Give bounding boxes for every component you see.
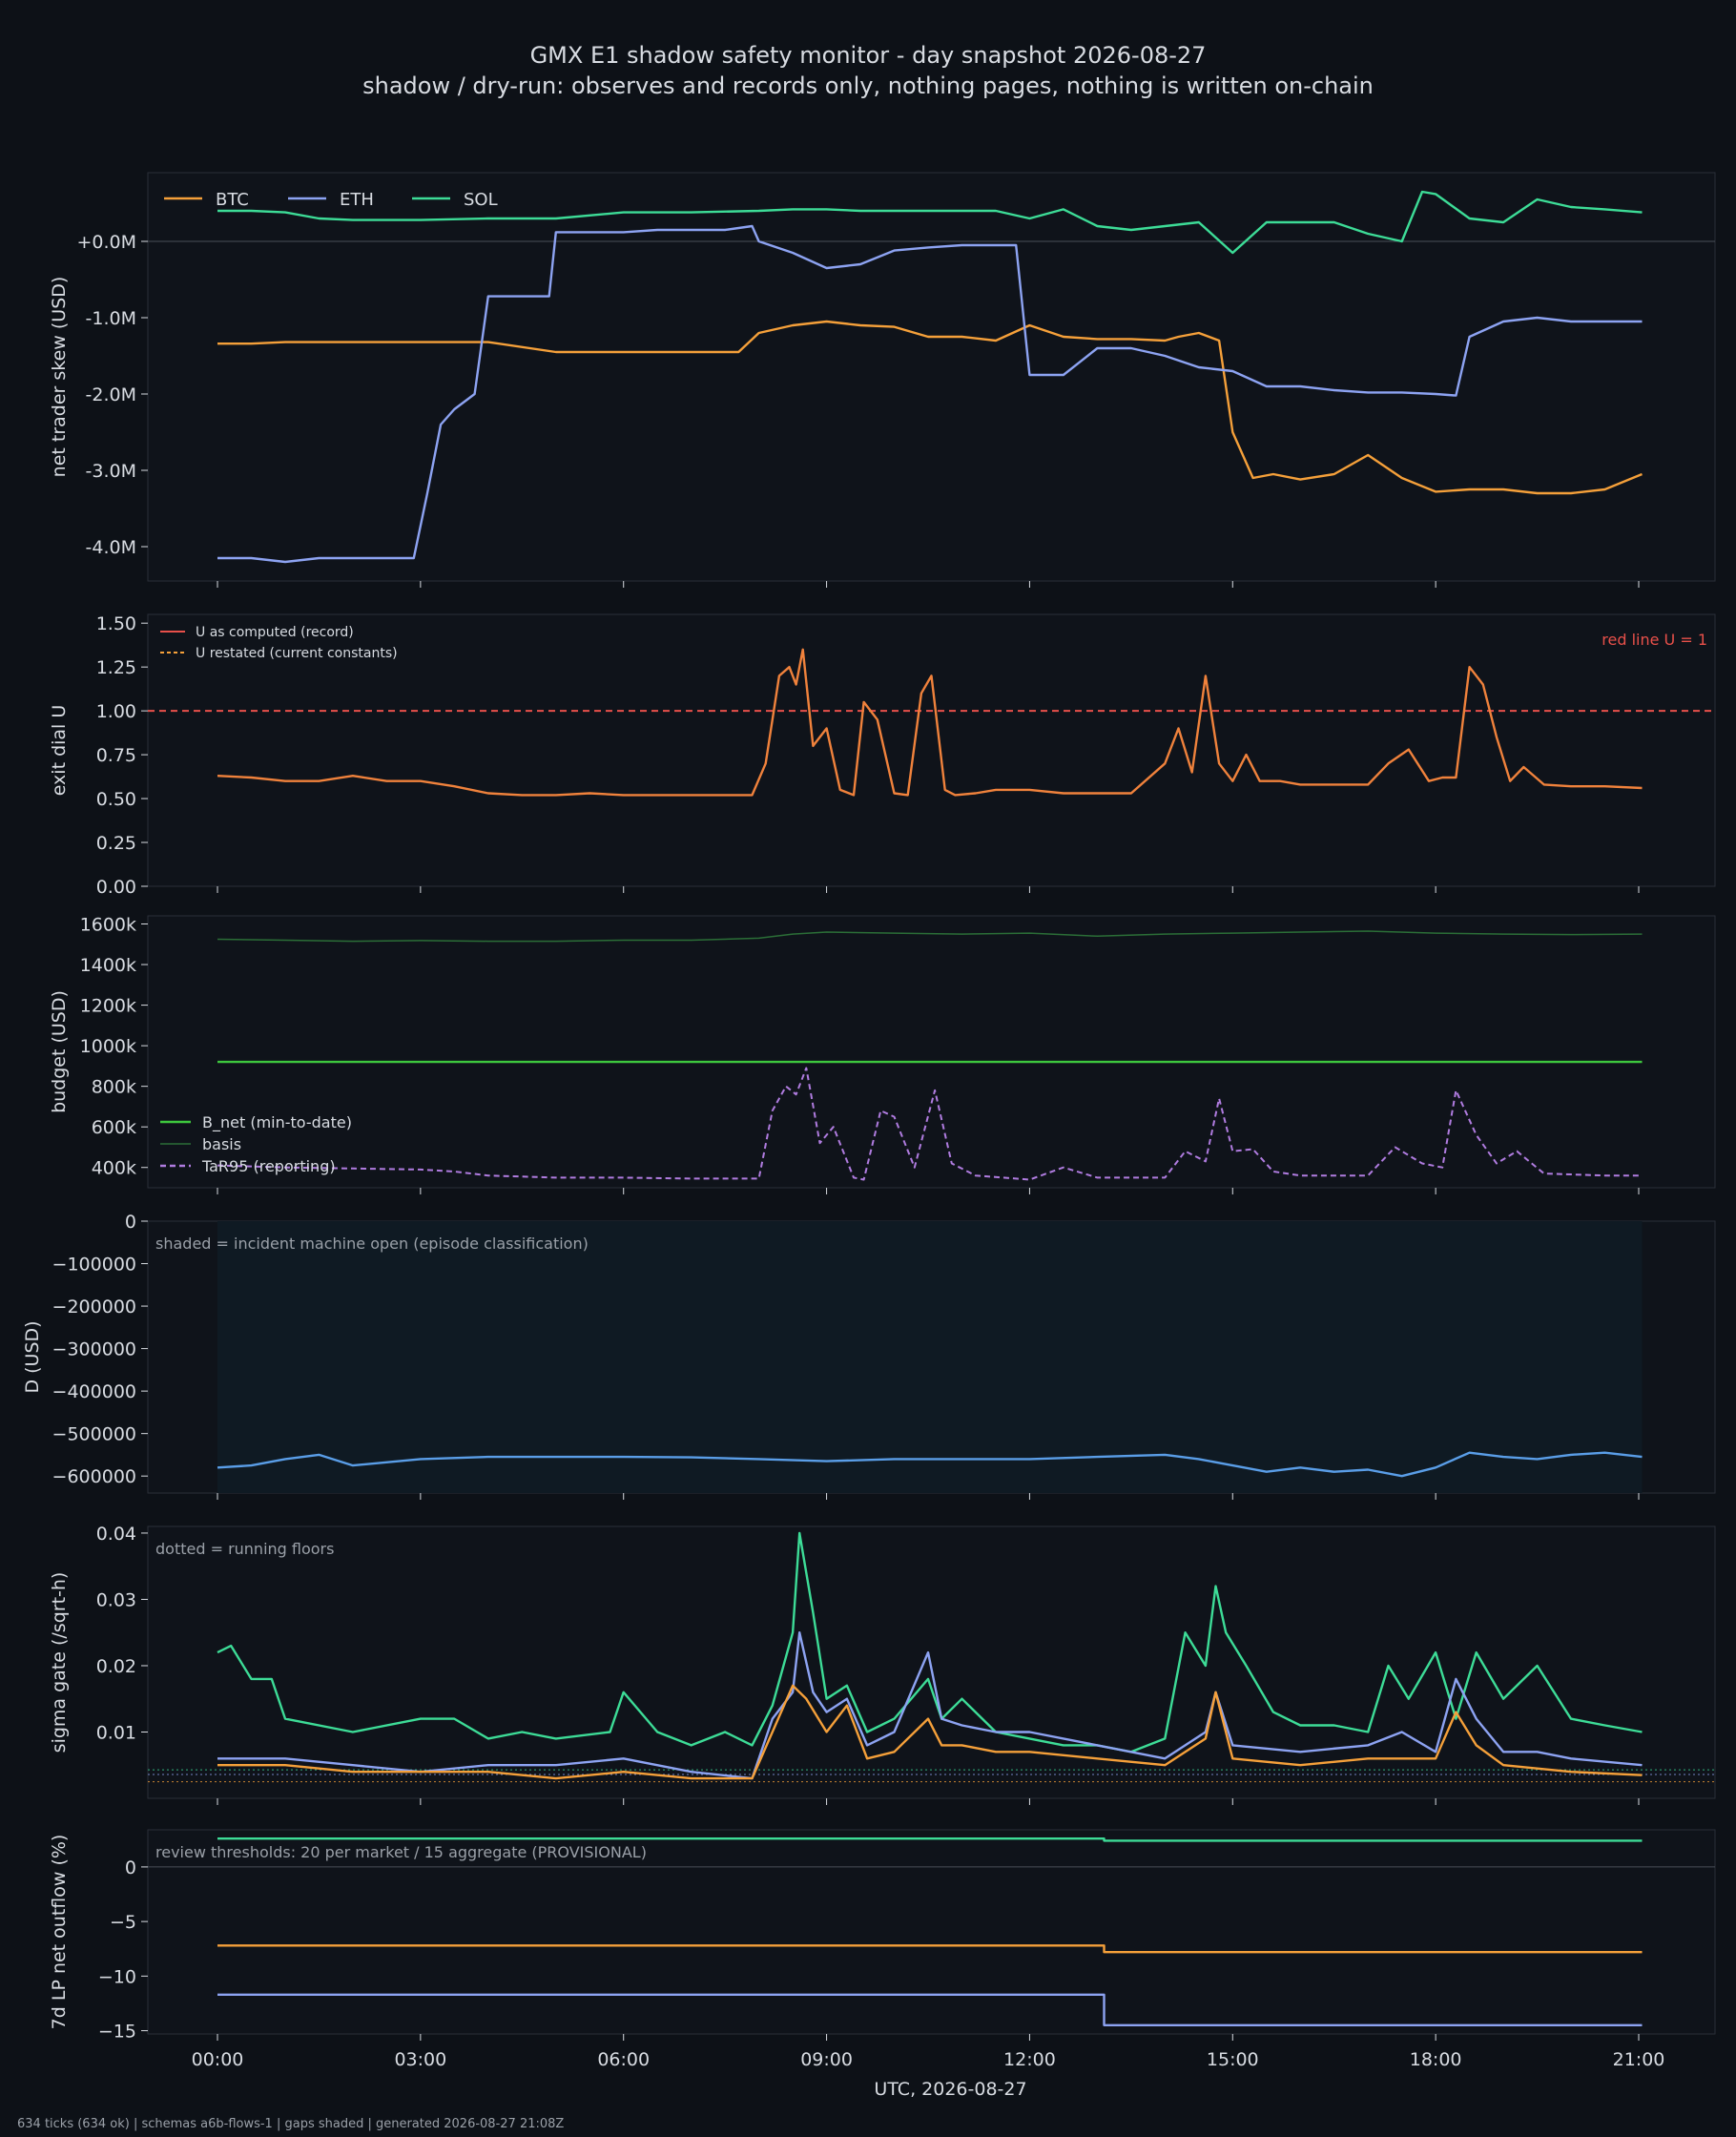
y-tick-label: 1200k [80, 996, 136, 1017]
plot-area [147, 1829, 1716, 2035]
plot-area [147, 172, 1716, 582]
y-tick-label: 1400k [80, 955, 136, 976]
chart-panel-3: 400k 600k 800k 1000k 1200k 1400k 1600k budget (… [49, 915, 1716, 1194]
figure-subtitle: shadow / dry-run: observes and records o… [362, 73, 1374, 99]
y-tick-label: −600000 [52, 1466, 136, 1487]
y-tick-label: 0.02 [96, 1656, 136, 1677]
legend-label: U as computed (record) [196, 625, 354, 640]
y-tick-label: 1.25 [96, 657, 136, 678]
legend-label: TaR95 (reporting) [201, 1157, 336, 1175]
y-axis-label: D (USD) [22, 1320, 43, 1393]
y-tick-label: −5 [110, 1912, 136, 1933]
series-line-btc [217, 1684, 1643, 1780]
plot-area [147, 1525, 1716, 1799]
legend-label: ETH [340, 190, 374, 210]
y-tick-label: 1000k [80, 1036, 136, 1057]
x-tick-label: 21:00 [1613, 2049, 1665, 2070]
series-line-eth [217, 1630, 1643, 1780]
y-tick-label: −15 [98, 2022, 136, 2043]
x-tick-label: 12:00 [1003, 2049, 1056, 2070]
series-line-tar95-reporting- [217, 1067, 1643, 1181]
legend-label: SOL [464, 190, 498, 210]
y-tick-label: 400k [92, 1158, 136, 1179]
x-tick-label: 18:00 [1410, 2049, 1462, 2070]
x-tick-label: 09:00 [800, 2049, 853, 2070]
y-tick-label: 1600k [80, 915, 136, 936]
figure-title: GMX E1 shadow safety monitor - day snaps… [530, 42, 1207, 69]
series-line-btc [217, 1944, 1643, 1954]
x-axis-label: UTC, 2026-08-27 [874, 2079, 1026, 2100]
y-tick-label: 1.50 [96, 613, 136, 634]
legend-label: basis [202, 1135, 241, 1153]
y-tick-label: 0 [125, 1857, 136, 1878]
chart-panel-2: 0.00 0.25 0.50 0.75 1.00 1.25 1.50 exit dial U r… [49, 613, 1716, 898]
series-line-sol [217, 190, 1643, 255]
panel-annotation: dotted = running floors [155, 1540, 334, 1558]
y-tick-label: 0.50 [96, 789, 136, 810]
y-tick-label: 0.01 [96, 1722, 136, 1743]
series-line-sol [217, 1836, 1643, 1842]
y-tick-label: -3.0M [86, 461, 136, 482]
panel-annotation: shaded = incident machine open (episode … [155, 1234, 589, 1253]
chart-panel-1: +0.0M -1.0M -2.0M -3.0M -4.0M net trader skew… [49, 172, 1716, 588]
footer-status: 634 ticks (634 ok) | schemas a6b-flows-1… [17, 2117, 564, 2131]
y-tick-label: 0.03 [96, 1589, 136, 1610]
x-tick-label: 06:00 [597, 2049, 650, 2070]
incident-shade [217, 1221, 1643, 1493]
chart-panel-5: 0.01 0.02 0.03 0.04 sigma gate (/sqrt-h) dott… [49, 1524, 1716, 1805]
red-line-label: red line U = 1 [1602, 631, 1707, 649]
y-tick-label: -4.0M [86, 537, 136, 558]
plot-area [147, 613, 1716, 887]
y-axis-label: exit dial U [49, 705, 70, 797]
y-tick-label: +0.0M [76, 232, 136, 253]
y-tick-label: −300000 [52, 1339, 136, 1360]
legend-label: U restated (current constants) [196, 646, 398, 661]
y-axis-label: 7d LP net outflow (%) [49, 1835, 70, 2030]
legend-label: B_net (min-to-date) [202, 1113, 352, 1132]
y-tick-label: 0.75 [96, 745, 136, 766]
y-tick-label: 0.04 [96, 1524, 136, 1545]
chart-panel-6: 0 −5 −10 −15 7d LP net outflow (%) review thr… [49, 1829, 1716, 2100]
y-axis-label: net trader skew (USD) [49, 277, 70, 478]
y-tick-label: 1.00 [96, 701, 136, 722]
y-tick-label: -2.0M [86, 384, 136, 405]
y-tick-label: 800k [92, 1077, 136, 1098]
y-tick-label: -1.0M [86, 308, 136, 329]
y-tick-label: 600k [92, 1117, 136, 1138]
y-axis-label: budget (USD) [49, 990, 70, 1113]
series-line-basis [217, 930, 1643, 943]
series-line-btc [217, 320, 1643, 495]
y-axis-label: sigma gate (/sqrt-h) [49, 1572, 70, 1753]
y-tick-label: 0.00 [96, 877, 136, 898]
x-tick-label: 15:00 [1207, 2049, 1259, 2070]
series-line-eth [217, 1993, 1643, 2027]
plot-area [147, 915, 1716, 1189]
panel-annotation: review thresholds: 20 per market / 15 ag… [155, 1843, 647, 1861]
series-line-d [217, 1451, 1643, 1478]
y-tick-label: 0 [125, 1212, 136, 1233]
series-line-u [217, 648, 1643, 797]
y-tick-label: −200000 [52, 1297, 136, 1317]
y-tick-label: −100000 [52, 1255, 136, 1276]
y-tick-label: −400000 [52, 1381, 136, 1402]
y-tick-label: −500000 [52, 1424, 136, 1445]
legend-label: BTC [216, 190, 249, 210]
y-tick-label: −10 [98, 1966, 136, 1987]
y-tick-label: 0.25 [96, 833, 136, 854]
panels: +0.0M -1.0M -2.0M -3.0M -4.0M net trader skew… [22, 172, 1716, 2100]
x-tick-label: 03:00 [394, 2049, 446, 2070]
series-line-eth [217, 224, 1643, 564]
x-tick-label: 00:00 [192, 2049, 244, 2070]
chart-panel-4: 0 −100000 −200000 −300000 −400000 −500000 −600… [22, 1212, 1716, 1500]
